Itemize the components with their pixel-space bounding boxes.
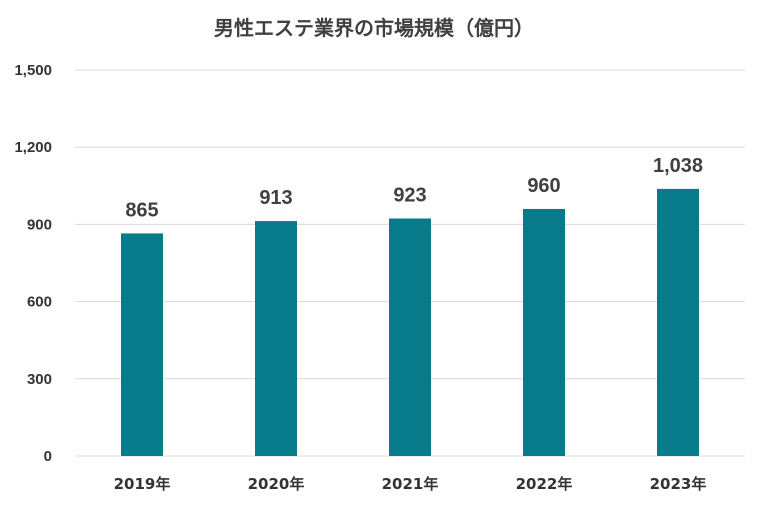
bar: [523, 208, 565, 456]
x-tick-label: 2019年: [114, 475, 171, 493]
bar: [389, 218, 431, 456]
data-labels: 865 913 923 960 1,038: [125, 155, 703, 222]
bar: [657, 188, 699, 456]
x-tick-label: 2022年: [516, 475, 573, 493]
data-label: 913: [259, 187, 292, 209]
x-axis-tick-labels: 2019年 2020年 2021年 2022年 2023年: [114, 475, 707, 493]
data-label: 923: [393, 184, 426, 206]
x-tick-label: 2021年: [382, 475, 439, 493]
data-label: 960: [527, 175, 560, 197]
y-tick-label: 300: [27, 371, 52, 388]
bar: [255, 221, 297, 456]
y-tick-label: 0: [44, 448, 52, 465]
x-tick-label: 2023年: [650, 475, 707, 493]
chart-title: 男性エステ業界の市場規模（億円）: [214, 16, 534, 40]
bars: [121, 188, 699, 456]
bar: [121, 233, 163, 456]
y-tick-label: 1,500: [14, 62, 52, 79]
data-label: 1,038: [653, 155, 703, 177]
data-label: 865: [125, 199, 158, 221]
y-axis-tick-labels: 0 300 600 900 1,200 1,500: [14, 62, 52, 465]
y-tick-label: 1,200: [14, 139, 52, 156]
y-tick-label: 900: [27, 216, 52, 233]
x-tick-label: 2020年: [248, 475, 305, 493]
y-tick-label: 600: [27, 294, 52, 311]
